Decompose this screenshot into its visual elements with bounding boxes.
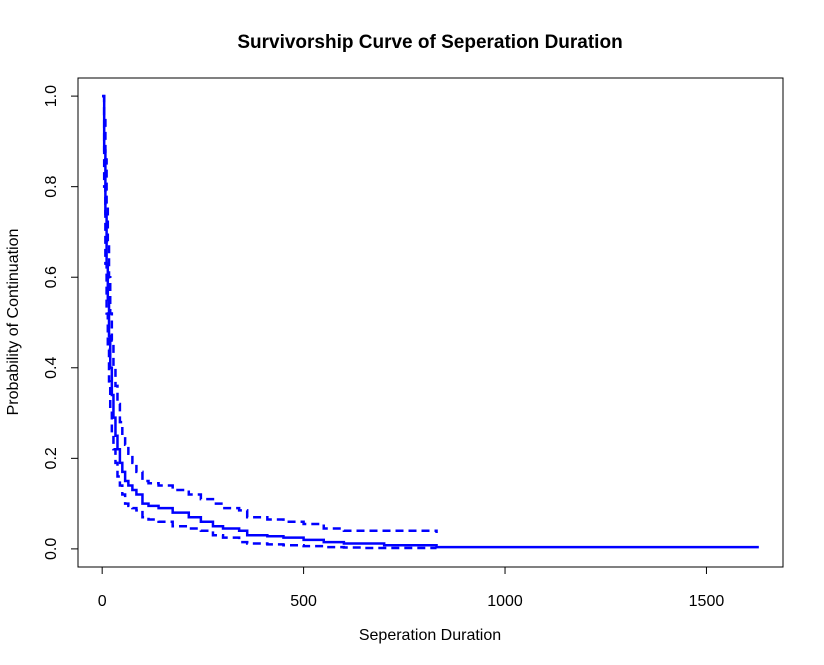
y-tick-label: 0.0	[43, 538, 60, 560]
x-tick-label: 1500	[689, 593, 725, 610]
x-axis: 0 500 1000 1500	[98, 566, 725, 610]
x-tick-label: 500	[290, 593, 317, 610]
upper-confidence-line	[102, 94, 438, 534]
x-tick-label: 0	[98, 593, 107, 610]
y-axis-label: Probability of Continuation	[5, 229, 22, 416]
y-tick-label: 0.8	[43, 175, 60, 197]
y-tick-label: 0.6	[43, 266, 60, 288]
y-tick-label: 0.4	[43, 357, 60, 379]
x-axis-label: Seperation Duration	[359, 627, 501, 644]
x-tick-label: 1000	[487, 593, 523, 610]
series-layer	[102, 94, 759, 550]
chart-title: Survivorship Curve of Seperation Duratio…	[237, 32, 622, 53]
y-tick-label: 1.0	[43, 85, 60, 107]
y-axis: 0.0 0.2 0.4 0.6 0.8 1.0	[43, 85, 79, 560]
plot-frame	[77, 77, 784, 568]
lower-confidence-line	[102, 94, 437, 550]
y-tick-label: 0.2	[43, 447, 60, 469]
survival-estimate-line	[102, 94, 759, 549]
